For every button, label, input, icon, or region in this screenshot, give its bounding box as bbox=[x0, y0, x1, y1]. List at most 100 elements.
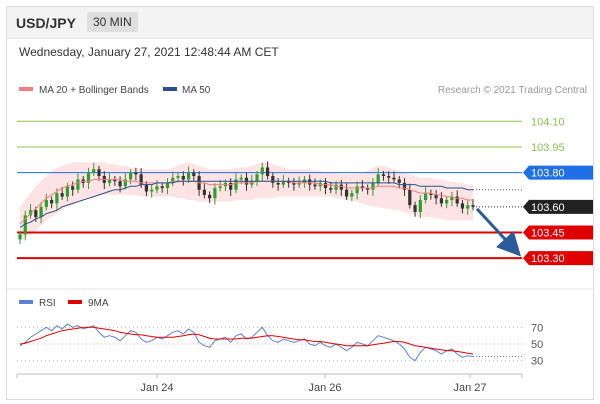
candle-body bbox=[213, 188, 217, 199]
candle-body bbox=[439, 198, 443, 204]
ma20-legend-swatch bbox=[19, 87, 33, 91]
candle-body bbox=[92, 169, 96, 173]
ma20-legend-label: MA 20 + Bollinger Bands bbox=[39, 85, 149, 96]
candle-body bbox=[376, 174, 380, 183]
candle-body bbox=[381, 174, 386, 177]
level-label-3: 103.45 bbox=[531, 228, 565, 240]
candle-body bbox=[107, 179, 112, 183]
candle-body bbox=[297, 182, 301, 185]
research-credit: Research © 2021 Trading Central bbox=[438, 85, 587, 96]
candle-body bbox=[50, 199, 54, 204]
candle-body bbox=[123, 179, 127, 187]
candle-body bbox=[118, 181, 122, 187]
candle-body bbox=[208, 194, 212, 199]
candle-body bbox=[418, 199, 422, 212]
ma20-line bbox=[19, 179, 473, 225]
candle-body bbox=[344, 189, 349, 197]
candle-body bbox=[371, 182, 375, 190]
candle-body bbox=[265, 167, 270, 177]
candle-body bbox=[397, 179, 401, 183]
x-axis: Jan 24 Jan 26 Jan 27 bbox=[16, 374, 523, 394]
candle-body bbox=[281, 181, 285, 185]
x-tick-label-1: Jan 26 bbox=[308, 382, 341, 394]
rsi-legend-label: RSI bbox=[39, 298, 56, 309]
candle-body bbox=[86, 172, 91, 183]
candle-body bbox=[450, 196, 454, 200]
ma50-legend-label: MA 50 bbox=[182, 85, 211, 96]
level-label-4: 103.30 bbox=[531, 253, 565, 265]
candle-body bbox=[402, 182, 407, 190]
candle-body bbox=[160, 186, 164, 189]
candle-body bbox=[239, 177, 243, 180]
rsi-ma-line bbox=[19, 326, 474, 355]
forecast bbox=[475, 207, 522, 257]
candle-body bbox=[255, 174, 259, 182]
candle-body bbox=[276, 182, 280, 185]
candle-body bbox=[97, 169, 101, 177]
candle-body bbox=[218, 186, 222, 189]
candle-body bbox=[413, 205, 417, 212]
candle-body bbox=[60, 193, 64, 197]
candle-body bbox=[260, 167, 264, 175]
last-price-badge bbox=[523, 199, 593, 214]
candle-body bbox=[113, 179, 117, 182]
candle-body bbox=[176, 176, 180, 178]
candle-body bbox=[466, 205, 470, 209]
chart-canvas: MA 20 + Bollinger Bands MA 50 Research ©… bbox=[7, 85, 595, 394]
candle-body bbox=[471, 205, 475, 207]
candle-body bbox=[165, 182, 170, 189]
main-legend: MA 20 + Bollinger Bands MA 50 Research ©… bbox=[19, 85, 587, 96]
candle-body bbox=[455, 196, 459, 204]
bollinger-band bbox=[20, 162, 473, 242]
header-bar: USD/JPY 30 MIN bbox=[7, 7, 593, 39]
candle-body bbox=[392, 177, 396, 180]
candle-body bbox=[171, 177, 175, 183]
candle-body bbox=[350, 193, 354, 197]
candle-body bbox=[234, 179, 238, 190]
candle-body bbox=[287, 181, 291, 183]
rsi-ma-legend-label: 9MA bbox=[88, 298, 109, 309]
candle-body bbox=[144, 184, 149, 192]
level-badge-2 bbox=[523, 165, 593, 180]
level-label-2: 103.80 bbox=[531, 168, 565, 180]
datetime-label: Wednesday, January 27, 2021 12:48:44 AM … bbox=[19, 45, 279, 59]
candle-body bbox=[139, 174, 143, 185]
bollinger-band-fill bbox=[20, 162, 473, 242]
rsi-legend: RSI 9MA bbox=[19, 298, 109, 309]
chart-widget: USD/JPY 30 MIN Wednesday, January 27, 20… bbox=[6, 6, 595, 400]
candle-body bbox=[339, 184, 343, 190]
x-tick-label-0: Jan 24 bbox=[140, 382, 173, 394]
ma50-legend-swatch bbox=[163, 87, 177, 91]
level-badge-4 bbox=[523, 251, 593, 266]
candle-body bbox=[134, 172, 138, 175]
candle-body bbox=[192, 172, 196, 177]
candle-body bbox=[271, 176, 275, 183]
candle-body bbox=[355, 186, 359, 194]
candle-body bbox=[360, 186, 364, 189]
candle-body bbox=[181, 176, 185, 180]
candle-body bbox=[71, 186, 75, 190]
candle-body bbox=[460, 203, 465, 209]
candle-body bbox=[23, 215, 27, 235]
candle-body bbox=[445, 199, 449, 204]
candle-body bbox=[18, 234, 22, 240]
symbol-title: USD/JPY bbox=[16, 15, 76, 31]
candle-body bbox=[34, 210, 38, 218]
candle-body bbox=[186, 172, 191, 180]
level-label-1: 103.95 bbox=[531, 142, 565, 154]
candle-body bbox=[423, 193, 428, 200]
candle-body bbox=[387, 176, 391, 178]
forecast-arrow bbox=[475, 207, 522, 257]
rsi-tick-label-1: 50 bbox=[531, 339, 543, 351]
candle-body bbox=[334, 184, 338, 190]
last-price-marker: 103.60 bbox=[473, 199, 593, 214]
candle-body bbox=[155, 186, 159, 190]
ma50-line bbox=[19, 180, 473, 228]
candle-body bbox=[434, 194, 438, 199]
rsi-legend-swatch bbox=[19, 300, 33, 304]
candle-body bbox=[65, 186, 70, 197]
candle-body bbox=[323, 182, 328, 189]
timeframe-button[interactable]: 30 MIN bbox=[87, 12, 138, 32]
candle-body bbox=[129, 172, 133, 180]
rsi-tick-label-0: 70 bbox=[531, 322, 543, 334]
